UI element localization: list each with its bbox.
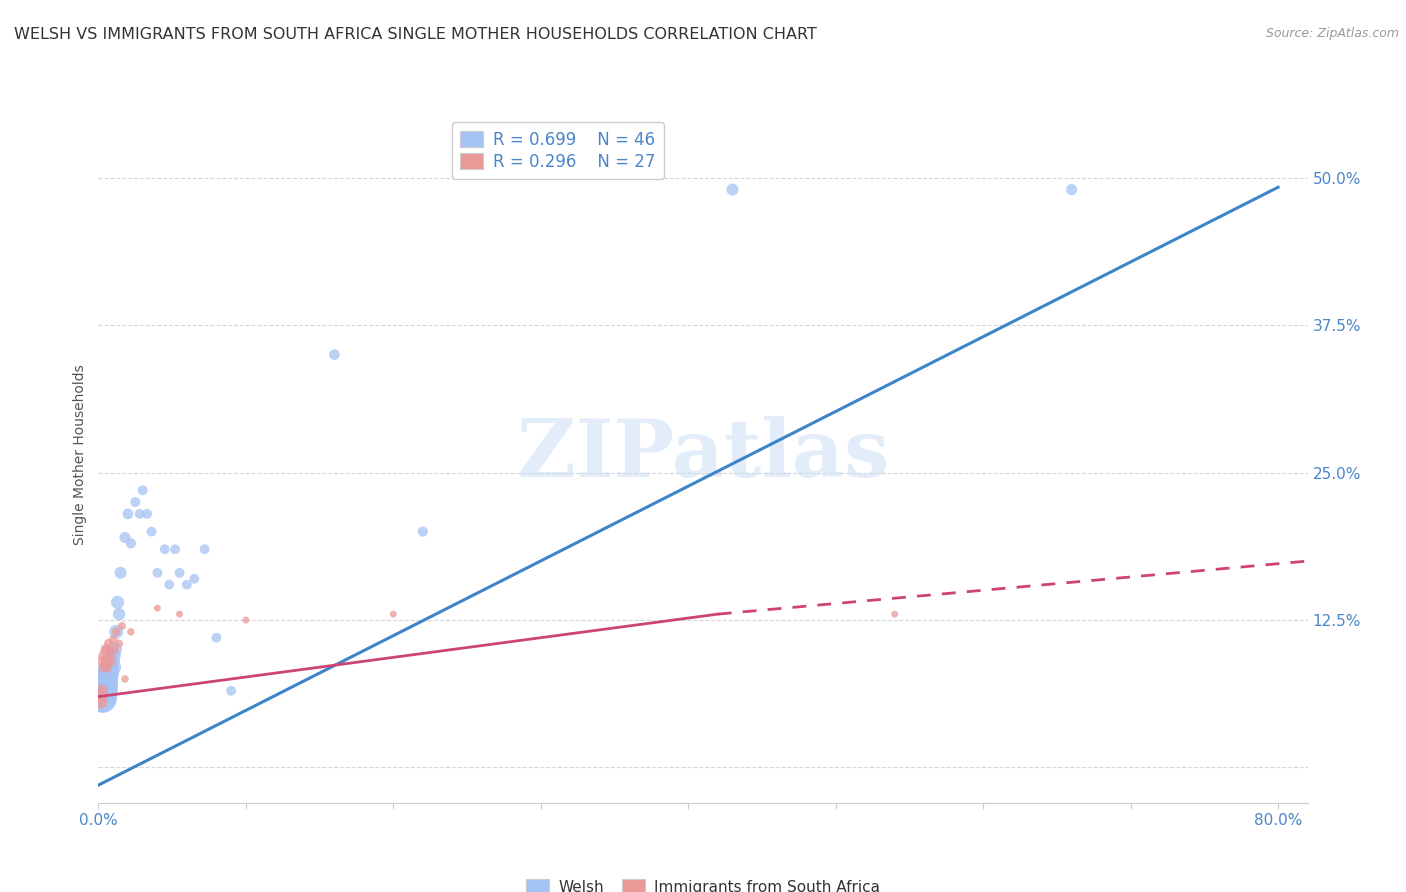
Point (90, 696, 112, 710)
Point (323, 348, 346, 362)
Point (93, 678, 115, 692)
Point (157, 577, 180, 591)
Point (105, 624, 128, 639)
Point (93, 672, 115, 686)
Point (108, 607, 131, 621)
Point (89, 680, 111, 694)
Point (146, 601, 169, 615)
Point (136, 507, 159, 521)
Point (100, 654, 122, 668)
Point (117, 507, 139, 521)
Point (104, 642, 127, 657)
Point (169, 607, 191, 621)
Point (194, 542, 217, 557)
Point (96, 680, 118, 694)
Point (165, 542, 187, 557)
Point (412, 524, 434, 539)
Point (382, 607, 405, 621)
Point (101, 648, 124, 663)
Point (120, 624, 142, 639)
Point (111, 619, 134, 633)
Point (883, 607, 905, 621)
Point (98, 668, 121, 682)
Point (96, 642, 118, 657)
Point (146, 566, 169, 580)
Text: Source: ZipAtlas.com: Source: ZipAtlas.com (1265, 27, 1399, 40)
Point (1060, 183, 1083, 197)
Point (105, 624, 128, 639)
Text: ZIPatlas: ZIPatlas (517, 416, 889, 494)
Point (169, 566, 191, 580)
Point (98, 648, 121, 663)
Point (96, 660, 118, 674)
Point (114, 531, 136, 545)
Point (101, 660, 124, 674)
Point (128, 507, 150, 521)
Point (104, 642, 127, 657)
Point (90, 683, 112, 698)
Point (93, 648, 115, 663)
Point (93, 660, 115, 674)
Point (205, 631, 228, 645)
Y-axis label: Single Mother Households: Single Mother Households (73, 365, 87, 545)
Point (114, 672, 136, 686)
Point (96, 678, 118, 692)
Point (91, 692, 114, 706)
Point (97, 666, 120, 681)
Point (235, 613, 257, 627)
Point (219, 683, 242, 698)
Point (90, 675, 112, 690)
Point (94, 654, 117, 668)
Point (107, 595, 129, 609)
Point (89, 690, 111, 704)
Point (141, 524, 163, 539)
Point (100, 654, 122, 668)
Point (110, 566, 132, 580)
Point (183, 572, 205, 586)
Point (120, 536, 142, 550)
Point (94, 683, 117, 698)
Point (94, 668, 117, 682)
Point (124, 495, 146, 509)
Point (131, 483, 153, 498)
Point (108, 637, 131, 651)
Point (176, 577, 198, 591)
Point (153, 542, 176, 557)
Point (91, 654, 114, 668)
Text: WELSH VS IMMIGRANTS FROM SOUTH AFRICA SINGLE MOTHER HOUSEHOLDS CORRELATION CHART: WELSH VS IMMIGRANTS FROM SOUTH AFRICA SI… (14, 27, 817, 42)
Legend: Welsh, Immigrants from South Africa: Welsh, Immigrants from South Africa (520, 873, 886, 892)
Point (101, 633, 124, 648)
Point (91, 683, 114, 698)
Point (721, 183, 744, 197)
Point (97, 637, 120, 651)
Point (94, 675, 117, 690)
Point (94, 642, 117, 657)
Point (98, 664, 121, 678)
Point (97, 672, 120, 686)
Point (90, 690, 112, 704)
